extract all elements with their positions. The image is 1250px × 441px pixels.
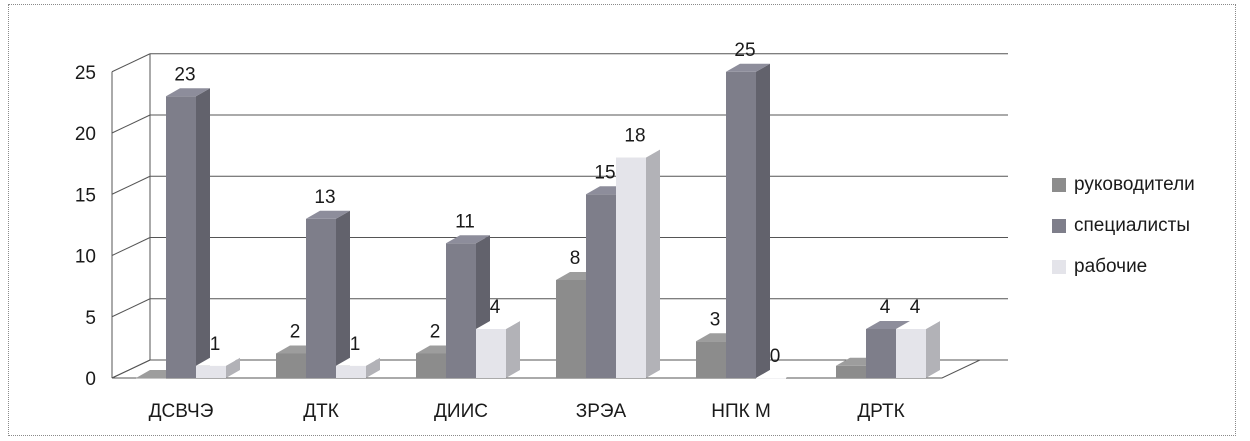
- legend-label: специалисты: [1074, 214, 1190, 236]
- bar-front: [196, 365, 226, 378]
- legend-label: руководители: [1074, 173, 1195, 195]
- bar-top: [616, 149, 660, 158]
- legend-swatch: [1052, 177, 1066, 192]
- bar-top: [196, 357, 240, 366]
- bar-front: [756, 378, 786, 379]
- chart-frame: [8, 4, 1236, 436]
- y-tick-label: 5: [85, 308, 96, 329]
- data-label: 15: [594, 162, 615, 183]
- data-label: 8: [570, 248, 581, 269]
- legend-label: рабочие: [1074, 255, 1148, 277]
- bar-front: [446, 243, 476, 378]
- y-tick-label: 0: [85, 369, 96, 390]
- gridline-side: [111, 53, 151, 73]
- data-label: 18: [624, 126, 645, 147]
- data-label: 1: [210, 334, 221, 355]
- bar: [336, 357, 380, 378]
- data-label: 25: [734, 40, 755, 61]
- y-tick-label: 20: [75, 124, 96, 145]
- bar: [306, 210, 350, 378]
- x-category-label: ДРТК: [857, 401, 904, 422]
- gridline-side: [111, 175, 151, 195]
- bar-side: [756, 63, 770, 378]
- data-label: 4: [910, 297, 921, 318]
- floor: [111, 359, 981, 379]
- bar-front: [416, 353, 446, 378]
- bar-front: [586, 194, 616, 378]
- bar-front: [336, 365, 366, 378]
- legend-item: рабочие: [1052, 246, 1195, 287]
- bar-front: [556, 280, 586, 378]
- bar-front: [166, 96, 196, 378]
- bar: [166, 88, 210, 378]
- bar-front: [306, 218, 336, 378]
- bar: [476, 321, 520, 378]
- bar-top: [336, 357, 380, 366]
- x-category-label: ДСВЧЭ: [149, 401, 214, 422]
- bar-top: [166, 88, 210, 97]
- legend-swatch: [1052, 218, 1066, 233]
- x-category-label: ДИИС: [434, 401, 488, 422]
- bar-top: [476, 321, 520, 329]
- x-category-label: ДТК: [303, 401, 339, 422]
- bar-side: [506, 321, 520, 378]
- data-label: 23: [174, 64, 195, 85]
- bar-top: [446, 235, 490, 244]
- legend-swatch: [1052, 259, 1066, 274]
- gridline-side: [111, 298, 151, 318]
- y-tick-label: 10: [75, 247, 96, 268]
- bar-side: [646, 149, 660, 378]
- gridline-side: [111, 237, 151, 256]
- data-label: 4: [490, 297, 501, 318]
- bar-top: [756, 370, 800, 378]
- legend-item: специалисты: [1052, 205, 1195, 246]
- data-label: 2: [290, 322, 301, 343]
- data-label: 3: [710, 309, 721, 330]
- data-label: 1: [350, 334, 361, 355]
- y-tick-label: 25: [75, 63, 96, 84]
- data-label: 13: [314, 187, 335, 208]
- bar-side: [366, 357, 380, 378]
- bar-side: [926, 321, 940, 378]
- legend-item: руководители: [1052, 164, 1195, 205]
- bar-front: [896, 329, 926, 378]
- bar-front: [866, 329, 896, 378]
- bar-front: [476, 329, 506, 378]
- y-tick-label: 15: [75, 185, 96, 206]
- bar: [196, 357, 240, 378]
- bar: [726, 63, 770, 378]
- bar-side: [226, 357, 240, 378]
- bar: [616, 149, 660, 378]
- x-category-label: ЗРЭА: [576, 401, 627, 422]
- bar-top: [896, 321, 940, 329]
- bar-side: [196, 88, 210, 378]
- bar-front: [276, 353, 306, 378]
- bar-top: [866, 321, 910, 329]
- bar-top: [726, 63, 770, 72]
- data-label: 11: [455, 211, 475, 232]
- bar: [896, 321, 940, 378]
- bar-front: [836, 365, 866, 378]
- x-category-label: НПК М: [711, 401, 771, 422]
- bar-front: [136, 378, 166, 379]
- bars-layer: [136, 63, 940, 379]
- bar-front: [616, 157, 646, 378]
- bar-top: [306, 210, 350, 219]
- bar-side: [336, 210, 350, 378]
- legend: руководители специалисты рабочие: [1052, 164, 1195, 287]
- gridline-side: [111, 114, 151, 134]
- bar-front: [726, 71, 756, 378]
- data-label: 2: [430, 322, 441, 343]
- bar: [756, 370, 800, 379]
- data-label: 0: [770, 346, 781, 367]
- bar-front: [696, 341, 726, 378]
- data-label: 4: [880, 297, 891, 318]
